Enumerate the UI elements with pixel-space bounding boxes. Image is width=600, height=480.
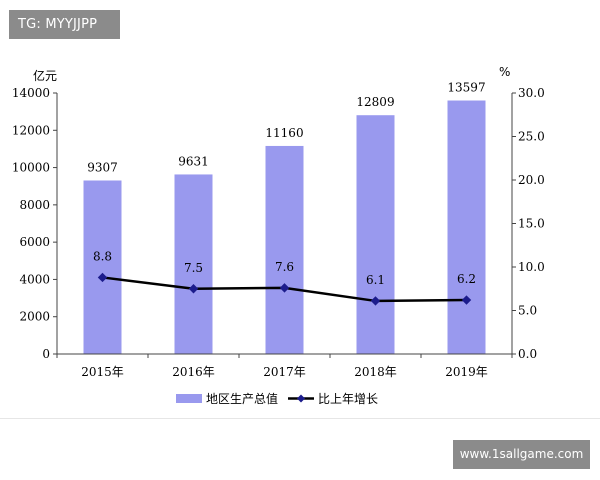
x-tick-label: 2019年 [445, 365, 488, 379]
line-point-4 [461, 295, 472, 305]
left-tick-label: 14000 [12, 86, 50, 100]
chart-axes [53, 92, 516, 358]
bar-1 [174, 174, 213, 354]
line-point-3 [370, 296, 381, 306]
bar-value-label: 9307 [87, 160, 118, 174]
bar-0 [83, 180, 122, 354]
left-tick-label: 0 [42, 347, 50, 361]
combo-chart: 9307 9631 11160 12809 13597 0 2000 4000 6000 8000… [12, 65, 545, 406]
right-tick-label: 20.0 [518, 173, 545, 187]
bar-value-label: 12809 [356, 95, 394, 109]
line-point-0 [97, 272, 108, 283]
left-tick-label: 2000 [19, 310, 50, 324]
left-tick-label: 10000 [12, 161, 50, 175]
right-tick-label: 5.0 [518, 304, 537, 318]
left-tick-label: 4000 [19, 272, 50, 286]
line-value-label: 7.6 [275, 260, 294, 274]
line-value-label: 6.1 [366, 273, 385, 287]
line-point-1 [188, 284, 199, 294]
divider [0, 418, 600, 419]
watermark-site: www.1sallgame.com [453, 440, 590, 469]
right-tick-label: 15.0 [518, 217, 545, 231]
legend-line-label: 比上年增长 [318, 392, 378, 406]
x-tick-label: 2018年 [354, 365, 397, 379]
legend-bar-swatch [176, 394, 202, 403]
left-tick-label: 6000 [19, 235, 50, 249]
left-axis-unit: 亿元 [33, 68, 57, 83]
x-tick-label: 2017年 [263, 365, 306, 379]
bar-value-label: 13597 [447, 81, 485, 95]
right-tick-label: 10.0 [518, 260, 545, 274]
x-tick-label: 2015年 [81, 365, 124, 379]
right-tick-label: 0.0 [518, 347, 537, 361]
right-axis-unit: % [499, 65, 510, 79]
bar-value-label: 11160 [265, 126, 303, 140]
left-tick-label: 12000 [12, 123, 50, 137]
bar-3 [356, 115, 395, 354]
line-value-label: 7.5 [184, 261, 203, 275]
chart-labels: 9307 9631 11160 12809 13597 0 2000 4000 6000 8000… [12, 65, 545, 379]
bar-4 [447, 100, 486, 355]
left-tick-label: 8000 [19, 198, 50, 212]
x-tick-label: 2016年 [172, 365, 215, 379]
line-series [97, 272, 472, 306]
line-value-label: 8.8 [93, 249, 112, 263]
bar-2 [265, 145, 304, 354]
watermark-tag: TG: MYYJJPP [9, 10, 120, 39]
line-value-label: 6.2 [457, 272, 476, 286]
bar-value-label: 9631 [178, 154, 209, 168]
chart-legend: 地区生产总值 比上年增长 [176, 391, 378, 406]
legend-line-marker [297, 394, 305, 403]
right-tick-label: 30.0 [518, 86, 545, 100]
bar-series [83, 100, 486, 355]
line-point-2 [279, 283, 290, 293]
right-tick-label: 25.0 [518, 130, 545, 144]
legend-bar-label: 地区生产总值 [206, 391, 278, 406]
